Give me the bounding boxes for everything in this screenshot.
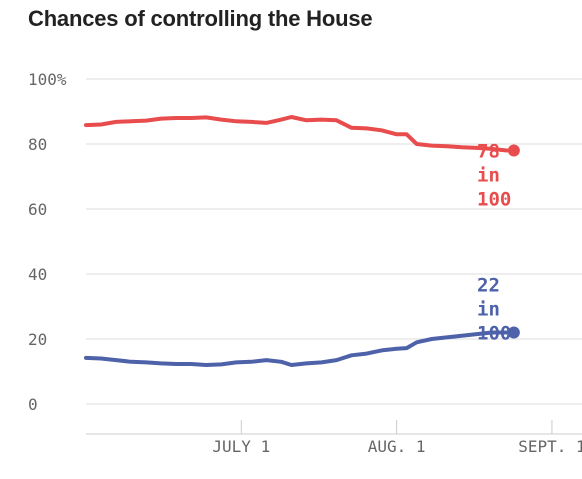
series-end-label-1-2: 100	[477, 323, 511, 345]
y-tick-label-60: 60	[28, 200, 47, 219]
series-end-label-1-1: in	[477, 299, 500, 321]
chart-title: Chances of controlling the House	[28, 6, 373, 31]
series-end-label-1-0: 22	[477, 275, 500, 297]
series-line-1	[84, 330, 509, 367]
series-end-label-0-0: 78	[477, 141, 500, 163]
series-end-label-0-2: 100	[477, 189, 511, 211]
x-tick-label-0: JULY 1	[212, 437, 270, 456]
x-tick-label-1: AUG. 1	[368, 437, 426, 456]
y-tick-label-40: 40	[28, 265, 47, 284]
y-tick-label-100: 100%	[28, 70, 67, 89]
series-end-label-0-1: in	[477, 165, 500, 187]
series-end-dot-1	[507, 326, 520, 339]
series-end-dot-0	[507, 144, 520, 157]
x-tick-label-2: SEPT. 1	[518, 437, 582, 456]
y-tick-label-20: 20	[28, 330, 47, 349]
series-line-0	[84, 115, 509, 153]
y-tick-label-80: 80	[28, 135, 47, 154]
y-tick-label-0: 0	[28, 395, 38, 414]
